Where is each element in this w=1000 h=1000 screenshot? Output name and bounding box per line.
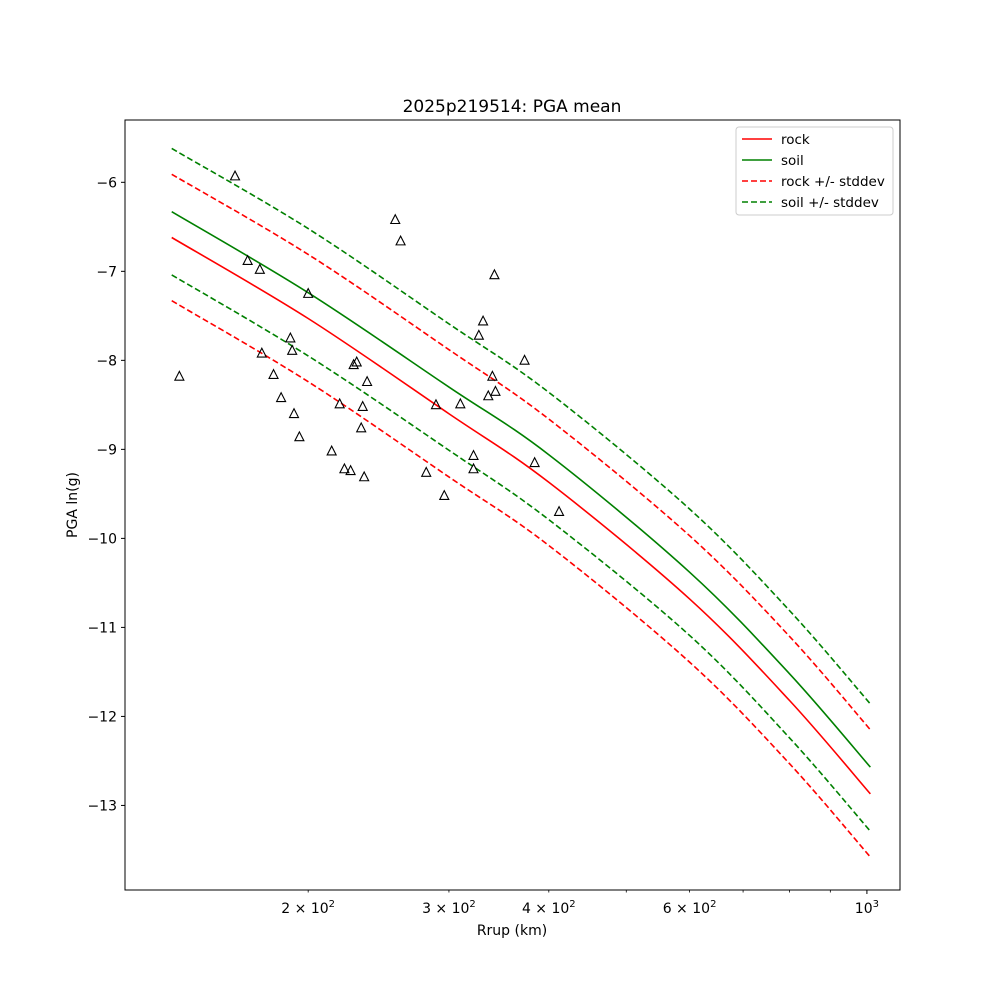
- chart-title: 2025p219514: PGA mean: [403, 97, 622, 117]
- y-tick-label: −10: [87, 531, 117, 547]
- y-tick-label: −7: [96, 264, 117, 280]
- observation-point: [468, 449, 479, 460]
- legend-label: rock +/- stddev: [781, 174, 885, 190]
- plot-frame: [124, 119, 901, 891]
- y-tick-label: −9: [96, 442, 117, 458]
- observation-point: [242, 254, 254, 265]
- observation-point: [339, 462, 350, 474]
- series-line-stddev-lower-5: [171, 274, 871, 832]
- observation-point: [284, 331, 296, 343]
- observation-point: [275, 391, 287, 403]
- y-axis-label: PGA ln(g): [65, 472, 81, 538]
- x-tick-label: 2 × 102: [281, 899, 335, 917]
- observation-point: [489, 268, 500, 280]
- legend: rock soil rock +/- stddev soil +/- stddev: [735, 126, 894, 216]
- observation-point: [254, 263, 266, 274]
- series-line-stddev-lower-3: [171, 300, 871, 858]
- observation-point: [345, 464, 357, 476]
- observation-point: [519, 354, 530, 365]
- legend-label: soil: [781, 153, 804, 169]
- y-tick-label: −6: [96, 175, 117, 191]
- observation-point: [473, 329, 485, 340]
- observation-markers: [173, 169, 565, 517]
- observation-point: [293, 430, 305, 442]
- series-line-soil-stddev-4: [171, 147, 871, 705]
- y-tick-label: −8: [96, 353, 117, 369]
- x-tick-label: 4 × 102: [522, 899, 576, 917]
- observation-point: [173, 370, 185, 381]
- observation-point: [468, 462, 479, 474]
- x-axis-label: Rrup (km): [477, 923, 547, 939]
- observation-point: [268, 368, 279, 379]
- observation-point: [454, 397, 466, 409]
- x-tick-label: 6 × 102: [663, 899, 717, 917]
- legend-box: [735, 126, 894, 216]
- y-tick-label: −12: [87, 709, 117, 725]
- observation-point: [357, 400, 369, 411]
- observation-point: [553, 505, 565, 517]
- observation-point: [361, 375, 373, 387]
- observation-point: [348, 358, 360, 370]
- model-curves: [171, 147, 871, 858]
- observation-point: [334, 397, 346, 409]
- y-tick-label: −11: [87, 620, 117, 636]
- observation-point: [420, 466, 432, 477]
- y-axis: −6 −7 −8 −9 −10 −11 −12 −13: [87, 175, 125, 814]
- observation-point: [529, 456, 541, 468]
- observation-point: [351, 355, 363, 367]
- observation-point: [355, 421, 367, 433]
- observation-point: [490, 385, 501, 396]
- observation-point: [486, 370, 498, 381]
- observation-point: [389, 213, 401, 225]
- observation-point: [326, 444, 338, 456]
- series-line-soil-1: [171, 211, 871, 768]
- observation-point: [302, 287, 314, 298]
- observation-point: [288, 407, 300, 419]
- observation-point: [229, 169, 241, 181]
- x-axis: 2 × 102 3 × 102 4 × 102 6 × 102 103: [281, 890, 879, 917]
- observation-point: [256, 347, 268, 358]
- observation-point: [286, 344, 298, 355]
- observation-point: [395, 234, 406, 246]
- observation-point: [358, 470, 370, 482]
- observation-point: [477, 314, 489, 326]
- series-line-rock-0: [171, 236, 871, 795]
- x-tick-label: 3 × 102: [422, 899, 476, 917]
- observation-point: [430, 398, 442, 410]
- y-tick-label: −13: [87, 798, 117, 814]
- observation-point: [438, 489, 450, 501]
- legend-label: soil +/- stddev: [781, 195, 879, 211]
- series-line-rock-stddev-2: [171, 173, 871, 731]
- legend-label: rock: [781, 132, 810, 148]
